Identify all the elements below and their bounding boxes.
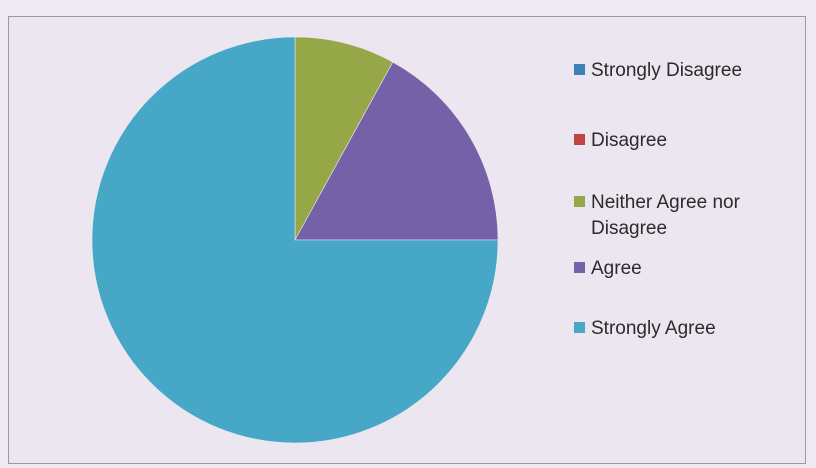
pie-slice-agree: [294, 61, 499, 241]
legend-label-disagree: Disagree: [591, 130, 668, 151]
legend-item-strongly-disagree: Strongly Disagree: [574, 58, 811, 84]
pie-slice-neither: [294, 36, 394, 241]
legend-swatch-neither: [574, 196, 585, 207]
legend-item-neither: Neither Agree nor Disagree: [574, 190, 811, 242]
legend-label-strongly-disagree: Strongly Disagree: [591, 60, 743, 81]
legend-swatch-strongly-agree: [574, 322, 585, 333]
legend-label-neither: Neither Agree nor Disagree: [591, 192, 740, 239]
legend-label-agree: Agree: [591, 258, 642, 279]
legend-item-strongly-agree: Strongly Agree: [574, 316, 811, 342]
pie-slice-strongly-agree: [91, 36, 499, 444]
legend-swatch-agree: [574, 262, 585, 273]
legend-label-strongly-agree: Strongly Agree: [591, 318, 716, 339]
legend-swatch-strongly-disagree: [574, 64, 585, 75]
legend-item-agree: Agree: [574, 256, 811, 282]
legend-swatch-disagree: [574, 134, 585, 145]
legend-item-disagree: Disagree: [574, 128, 811, 154]
